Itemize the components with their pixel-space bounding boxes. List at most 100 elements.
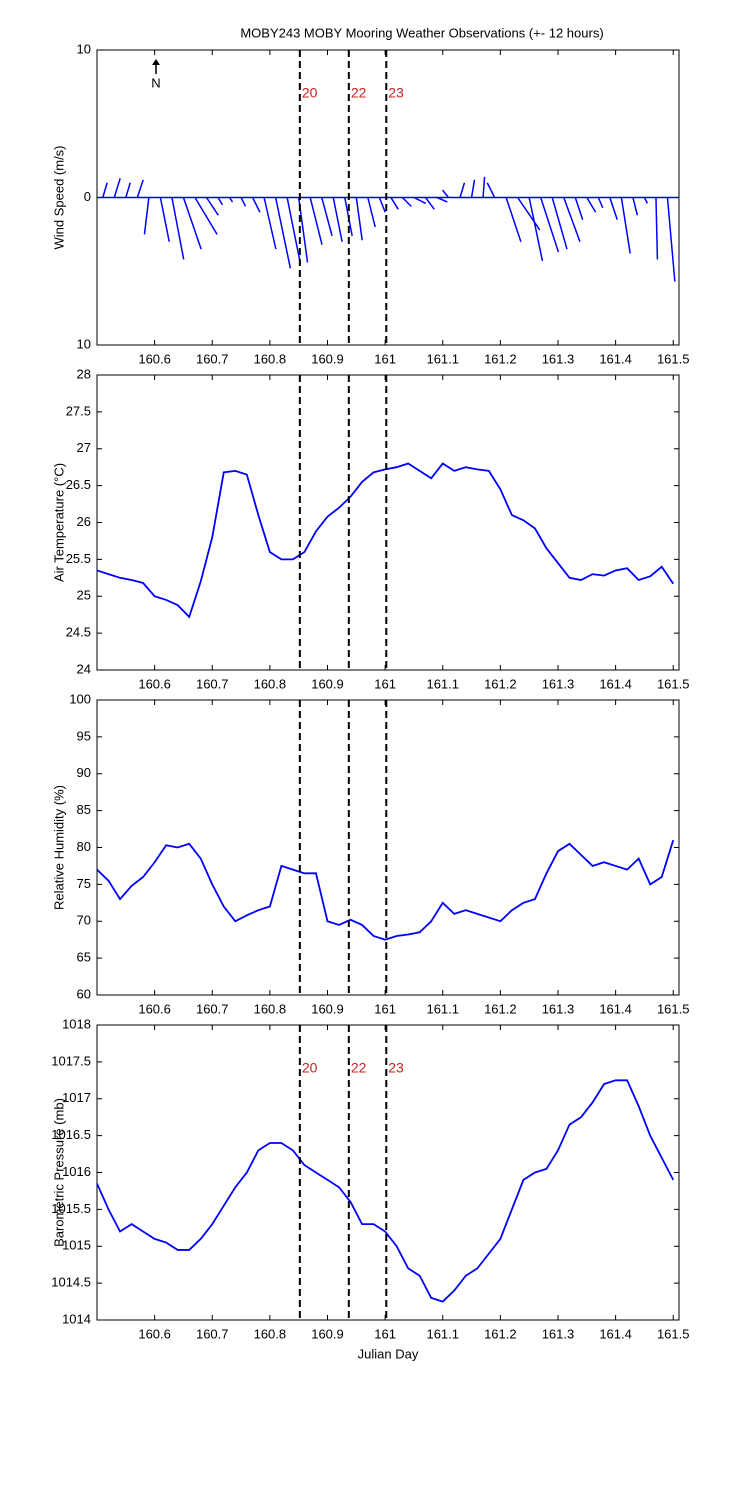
wind-stick: [482, 176, 486, 198]
chart-title: MOBY243 MOBY Mooring Weather Observation…: [240, 25, 603, 40]
x-tick-label: 160.9: [311, 1001, 344, 1016]
y-tick-label: 70: [77, 913, 91, 928]
wind-stick: [563, 197, 581, 243]
x-tick-label: 160.7: [196, 676, 229, 691]
x-tick-label: 161.2: [484, 676, 517, 691]
x-tick-label: 161.1: [426, 351, 459, 366]
north-label: N: [151, 75, 160, 90]
wind-stick: [378, 197, 386, 213]
event-label: 23: [388, 1060, 404, 1076]
wind-stick: [367, 197, 376, 228]
wind-stick: [413, 196, 427, 205]
y-tick-label: 90: [77, 765, 91, 780]
x-tick-label: 161.3: [542, 676, 575, 691]
y-tick-label: 1016.5: [51, 1127, 91, 1142]
north-arrow-head: [152, 59, 160, 65]
x-tick-label: 161.3: [542, 351, 575, 366]
wind-stick: [620, 197, 631, 254]
x-tick-label: 160.7: [196, 1326, 229, 1341]
y-axis-label: Barometric Pressure (mb): [51, 1098, 66, 1247]
y-tick-label: 1017.5: [51, 1053, 91, 1068]
x-tick-label: 161.3: [542, 1001, 575, 1016]
x-tick-label: 160.7: [196, 1001, 229, 1016]
plot-area: [96, 374, 680, 671]
x-axis-label: Julian Day: [358, 1346, 419, 1361]
y-tick-label: 26: [77, 514, 91, 529]
y-tick-label: 1014.5: [51, 1275, 91, 1290]
x-tick-label: 160.8: [254, 1001, 287, 1016]
y-tick-label: 10: [77, 41, 91, 56]
y-axis-label: Relative Humidity (%): [51, 785, 66, 910]
y-tick-label: 85: [77, 802, 91, 817]
x-tick-label: 161.2: [484, 1001, 517, 1016]
data-line: [96, 462, 674, 619]
x-tick-label: 160.9: [311, 351, 344, 366]
y-tick-label: 10: [77, 336, 91, 351]
wind-stick: [442, 189, 450, 198]
wind-stick: [143, 197, 150, 235]
y-tick-label: 1015.5: [51, 1201, 91, 1216]
wind-stick: [159, 197, 170, 242]
x-tick-label: 161.5: [657, 1001, 690, 1016]
y-tick-label: 24.5: [66, 625, 91, 640]
x-tick-label: 161.2: [484, 1326, 517, 1341]
y-tick-label: 1014: [62, 1311, 91, 1326]
wind-stick: [609, 197, 618, 220]
wind-stick: [274, 197, 292, 269]
wind-stick: [113, 178, 121, 198]
x-tick-label: 161.3: [542, 1326, 575, 1341]
x-tick-label: 160.8: [254, 676, 287, 691]
wind-stick: [136, 179, 144, 198]
y-axis-label: Air Temperature (°C): [51, 463, 66, 582]
wind-stick: [390, 197, 399, 210]
wind-stick: [309, 197, 323, 245]
wind-stick: [424, 197, 435, 210]
x-tick-label: 161.4: [599, 676, 632, 691]
x-tick-label: 160.6: [138, 1001, 171, 1016]
y-tick-label: 25: [77, 588, 91, 603]
wind-stick: [586, 197, 597, 213]
wind-stick: [632, 197, 639, 216]
event-label: 23: [388, 85, 404, 101]
wind-stick: [217, 197, 224, 206]
wind-stick: [666, 197, 676, 282]
wind-stick: [517, 197, 541, 231]
wind-stick: [459, 182, 466, 198]
x-tick-label: 160.7: [196, 351, 229, 366]
y-tick-label: 80: [77, 839, 91, 854]
x-tick-label: 160.9: [311, 676, 344, 691]
x-tick-label: 160.8: [254, 1326, 287, 1341]
wind-stick: [401, 196, 412, 207]
x-tick-label: 160.9: [311, 1326, 344, 1341]
wind-stick: [263, 197, 277, 250]
y-tick-label: 1018: [62, 1016, 91, 1031]
y-tick-label: 25.5: [66, 551, 91, 566]
x-tick-label: 161.1: [426, 1001, 459, 1016]
wind-stick: [486, 182, 496, 198]
y-tick-label: 27.5: [66, 403, 91, 418]
y-tick-label: 95: [77, 728, 91, 743]
x-tick-label: 161.5: [657, 676, 690, 691]
y-tick-label: 27: [77, 440, 91, 455]
wind-stick: [551, 197, 568, 250]
y-axis-label: Wind Speed (m/s): [51, 145, 66, 249]
wind-stick: [574, 197, 584, 220]
wind-stick: [597, 197, 604, 209]
wind-stick: [251, 197, 261, 213]
x-tick-label: 161.5: [657, 1326, 690, 1341]
x-tick-label: 161: [374, 1001, 396, 1016]
event-label: 22: [351, 85, 367, 101]
wind-stick: [539, 197, 560, 253]
y-tick-label: 0: [84, 189, 91, 204]
x-tick-label: 161.4: [599, 1001, 632, 1016]
plot-area: [96, 1024, 680, 1321]
wind-stick: [321, 197, 333, 237]
event-label: 22: [351, 1060, 367, 1076]
wind-stick: [505, 197, 522, 242]
x-tick-label: 160.8: [254, 351, 287, 366]
x-tick-label: 160.6: [138, 351, 171, 366]
y-tick-label: 28: [77, 366, 91, 381]
wind-stick: [240, 197, 247, 207]
y-tick-label: 1015: [62, 1238, 91, 1253]
